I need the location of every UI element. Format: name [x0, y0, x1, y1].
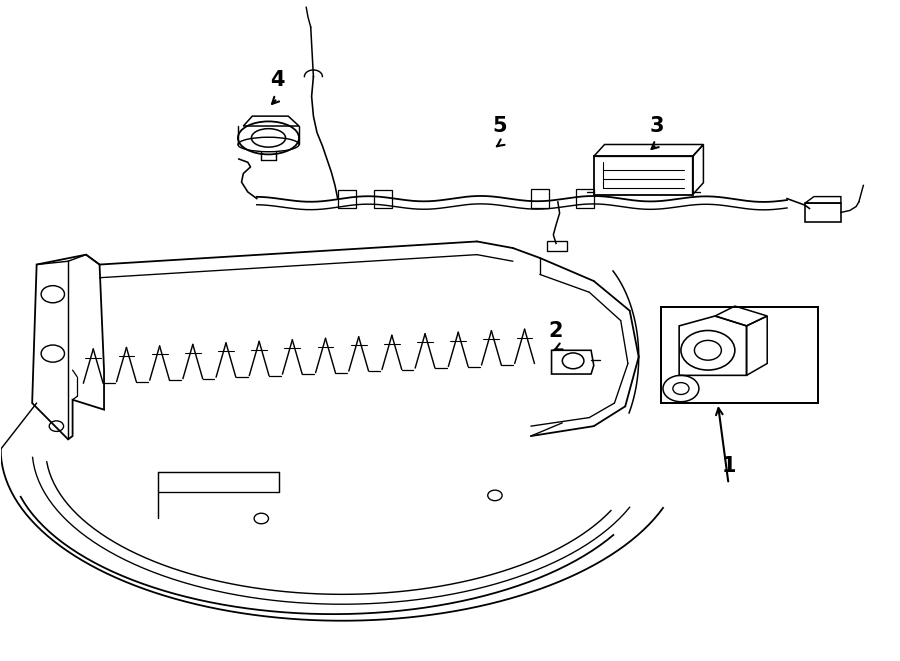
Bar [576, 190, 594, 208]
Bar [531, 189, 549, 208]
Bar [338, 190, 356, 208]
Text: 5: 5 [492, 116, 507, 136]
Text: 3: 3 [650, 116, 664, 136]
Bar [547, 241, 567, 251]
Bar [594, 157, 693, 194]
Text: 2: 2 [549, 321, 563, 340]
Text: 1: 1 [721, 455, 736, 476]
Text: 4: 4 [270, 70, 284, 90]
Bar [662, 307, 818, 403]
Bar [805, 203, 841, 221]
Bar [374, 190, 392, 208]
